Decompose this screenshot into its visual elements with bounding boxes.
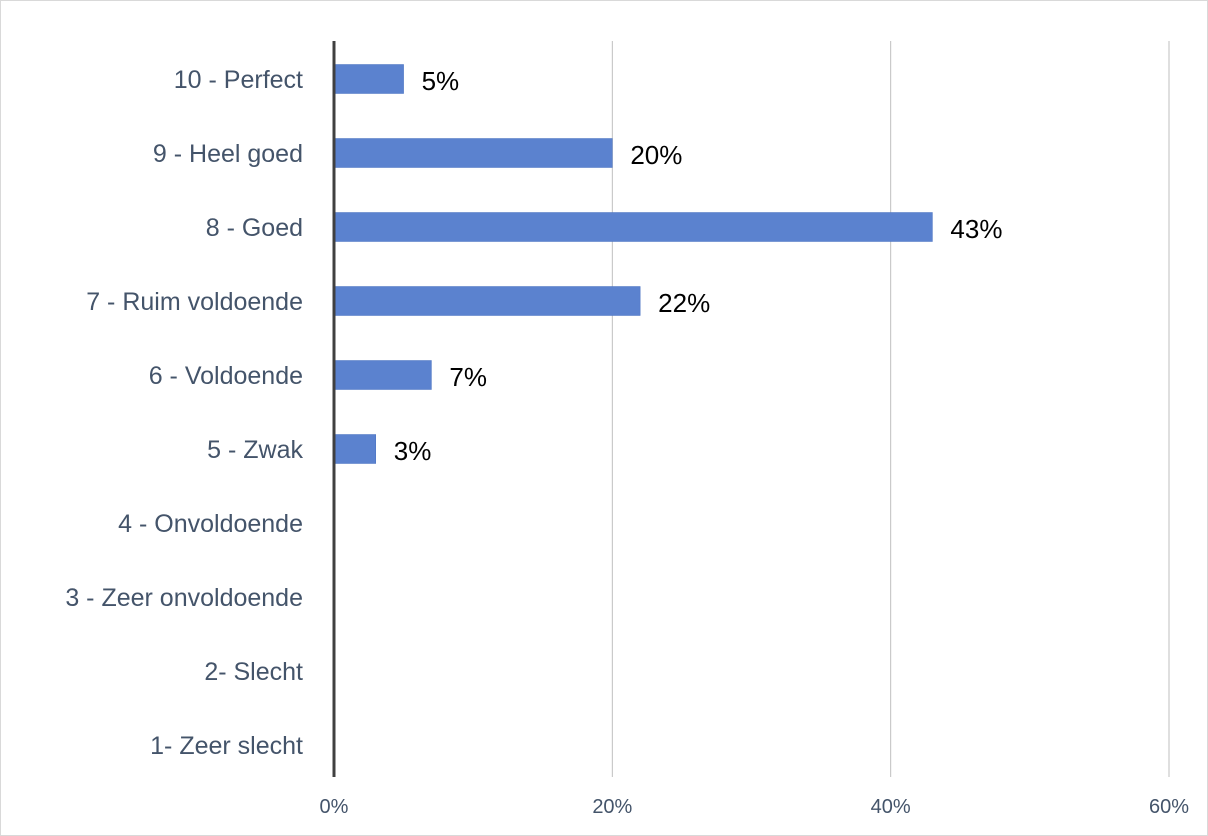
bar [333, 138, 613, 168]
category-label: 7 - Ruim voldoende [86, 288, 303, 316]
data-label: 7% [449, 362, 487, 392]
x-tick-label: 60% [1149, 796, 1189, 818]
data-label: 3% [394, 436, 432, 466]
data-label: 20% [630, 140, 682, 170]
bar [333, 286, 641, 316]
data-label: 22% [658, 288, 710, 318]
category-label: 9 - Heel goed [153, 140, 303, 168]
category-label: 3 - Zeer onvoldoende [65, 584, 303, 612]
bar [333, 360, 432, 390]
x-tick-label: 40% [871, 796, 911, 818]
category-label: 4 - Onvoldoende [118, 510, 303, 538]
category-label: 5 - Zwak [207, 436, 303, 464]
x-tick-label: 0% [320, 796, 349, 818]
category-label: 1- Zeer slecht [150, 732, 303, 760]
category-label: 2- Slecht [204, 658, 303, 686]
category-label: 6 - Voldoende [149, 362, 303, 390]
category-label: 8 - Goed [206, 214, 303, 242]
bar [333, 212, 933, 242]
data-label: 43% [950, 214, 1002, 244]
bar [333, 64, 404, 94]
category-label: 10 - Perfect [174, 66, 303, 94]
data-label: 5% [422, 66, 460, 96]
x-tick-label: 20% [592, 796, 632, 818]
bar [333, 434, 376, 464]
